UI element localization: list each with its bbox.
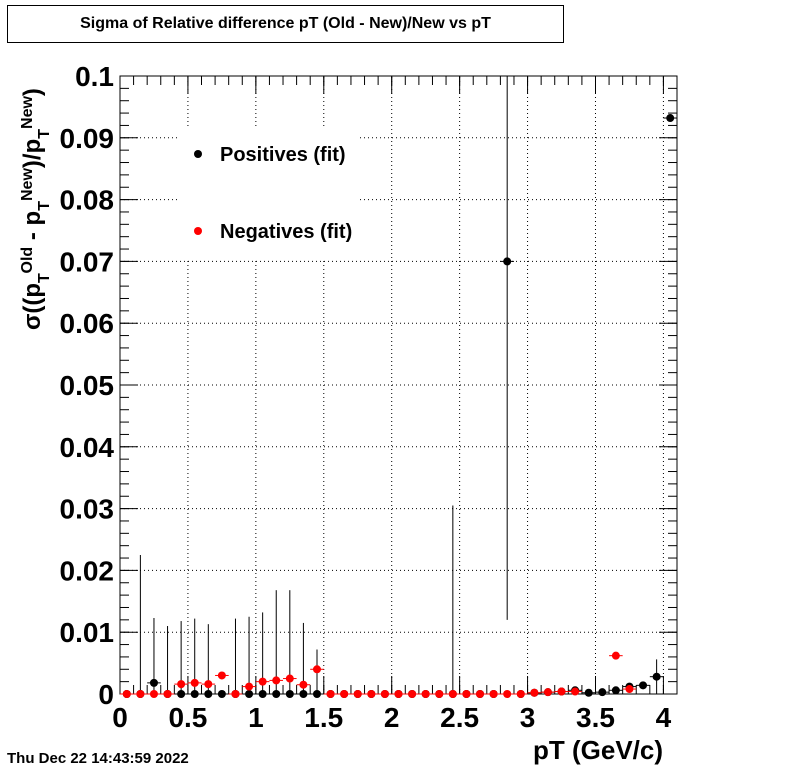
- data-point-negatives: [557, 687, 566, 696]
- data-point-negatives: [163, 690, 172, 698]
- legend-marker-negatives: [194, 227, 202, 235]
- data-point-negatives: [489, 690, 498, 698]
- data-point-negatives: [353, 690, 362, 698]
- y-tick-label: 0.06: [60, 308, 115, 339]
- series-negatives: [120, 651, 637, 698]
- data-point-negatives: [190, 678, 199, 687]
- data-point-positives: [217, 690, 226, 698]
- data-point-positives: [598, 688, 607, 697]
- y-tick-label: 0.03: [60, 494, 115, 525]
- data-point-negatives: [503, 690, 512, 698]
- data-point-negatives: [122, 690, 131, 698]
- x-axis-label: pT (GeV/c): [533, 735, 664, 765]
- legend-box: [178, 128, 360, 260]
- legend-label-negatives: Negatives (fit): [220, 221, 352, 243]
- x-tick-label: 1.5: [304, 702, 343, 733]
- data-point-negatives: [299, 680, 308, 689]
- data-point-positives: [503, 257, 512, 266]
- y-tick-label: 0.09: [60, 123, 115, 154]
- legend: Positives (fit) Negatives (fit): [178, 128, 360, 260]
- data-point-negatives: [285, 674, 294, 683]
- y-tick-label: 0.04: [60, 432, 115, 463]
- data-point-positives: [639, 681, 648, 690]
- data-point-positives: [312, 690, 321, 698]
- data-point-negatives: [448, 690, 457, 698]
- x-tick-label: 0.5: [168, 702, 207, 733]
- data-point-negatives: [272, 676, 281, 685]
- legend-marker-positives: [194, 150, 202, 158]
- data-point-negatives: [312, 665, 321, 674]
- legend-label-positives: Positives (fit): [220, 144, 346, 166]
- data-point-positives: [611, 686, 620, 695]
- y-axis-label: σ((pTOld - pTNew)/pTNew): [19, 88, 53, 330]
- data-point-positives: [177, 690, 186, 698]
- data-point-negatives: [516, 690, 525, 698]
- data-point-negatives: [340, 690, 349, 698]
- y-tick-label: 0.1: [75, 61, 114, 92]
- data-point-negatives: [530, 688, 539, 697]
- chart-title: Sigma of Relative difference pT (Old - N…: [7, 5, 564, 43]
- data-point-positives: [149, 678, 158, 687]
- y-tick-label: 0.01: [60, 617, 115, 648]
- data-point-negatives: [435, 690, 444, 698]
- y-tick-label: 0.07: [60, 246, 115, 277]
- data-point-negatives: [462, 690, 471, 698]
- data-point-negatives: [367, 690, 376, 698]
- data-point-positives: [652, 672, 661, 681]
- y-tick-label: 0: [98, 679, 114, 710]
- data-point-negatives: [204, 680, 213, 689]
- data-point-negatives: [571, 687, 580, 696]
- data-point-positives: [272, 690, 281, 698]
- x-tick-labels: 0 0.5 1 1.5 2 2.5 3 3.5 4: [112, 702, 671, 733]
- y-tick-label: 0.02: [60, 555, 115, 586]
- x-tick-label: 3.5: [576, 702, 615, 733]
- data-point-positives: [584, 688, 593, 697]
- data-point-negatives: [136, 690, 145, 698]
- data-point-positives: [258, 690, 267, 698]
- data-point-negatives: [543, 688, 552, 697]
- x-tick-label: 1: [248, 702, 264, 733]
- data-point-negatives: [625, 685, 634, 694]
- data-point-negatives: [245, 682, 254, 691]
- y-tick-label: 0.08: [60, 185, 115, 216]
- data-point-positives: [666, 114, 675, 123]
- x-tick-label: 4: [656, 702, 672, 733]
- data-point-positives: [285, 690, 294, 698]
- data-point-positives: [245, 690, 254, 698]
- datestamp: Thu Dec 22 14:43:59 2022: [7, 750, 189, 767]
- data-point-negatives: [421, 690, 430, 698]
- x-tick-label: 0: [112, 702, 128, 733]
- x-tick-label: 2.5: [440, 702, 479, 733]
- x-tick-label: 3: [520, 702, 536, 733]
- data-point-negatives: [408, 690, 417, 698]
- data-point-positives: [299, 690, 308, 698]
- data-point-negatives: [394, 690, 403, 698]
- data-point-negatives: [231, 690, 240, 698]
- y-tick-labels: 0 0.01 0.02 0.03 0.04 0.05 0.06 0.07 0.08 0.09 0.1: [60, 61, 115, 710]
- data-point-positives: [204, 690, 213, 698]
- data-point-negatives: [177, 680, 186, 689]
- x-tick-label: 2: [384, 702, 400, 733]
- data-point-negatives: [380, 690, 389, 698]
- data-point-negatives: [326, 690, 335, 698]
- data-point-negatives: [217, 671, 226, 680]
- data-point-negatives: [476, 690, 485, 698]
- data-point-negatives: [611, 651, 620, 660]
- data-point-negatives: [258, 677, 267, 686]
- data-point-positives: [190, 690, 199, 698]
- y-tick-label: 0.05: [60, 370, 115, 401]
- data-point-negatives: [149, 690, 158, 698]
